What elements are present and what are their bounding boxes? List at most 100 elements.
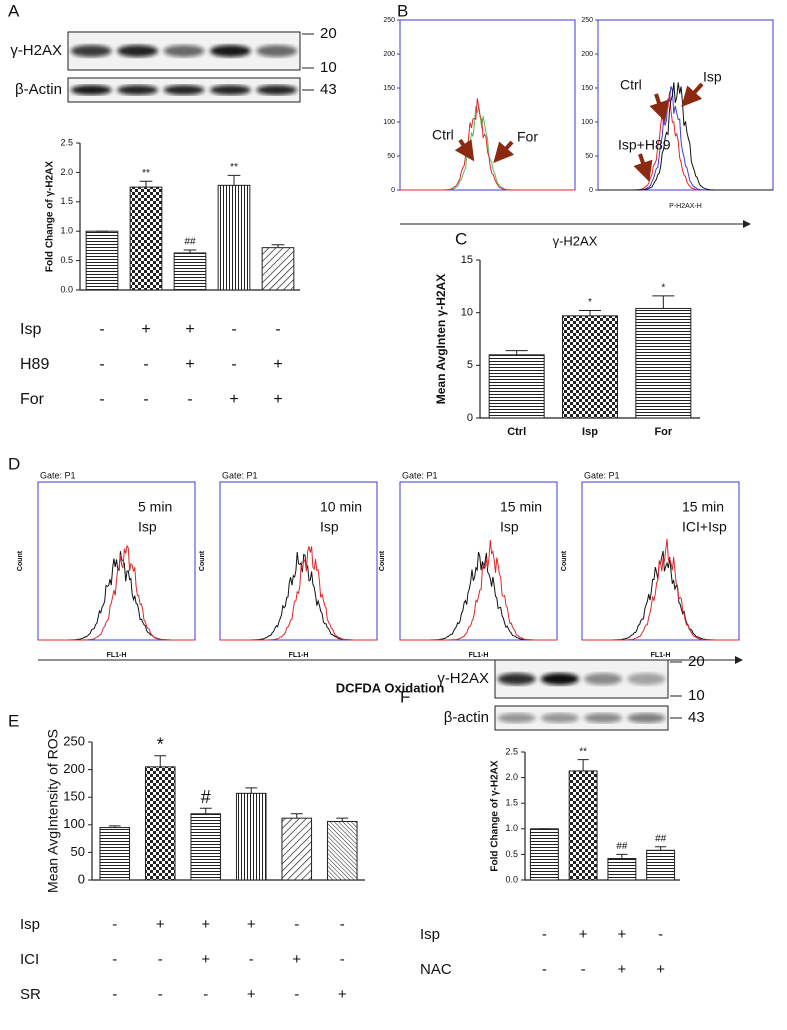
condition-sign: + (292, 951, 301, 968)
y-tick-label: 0.5 (60, 255, 73, 265)
significance: * (661, 282, 665, 293)
significance: ## (616, 841, 628, 852)
y-tick-label: 200 (581, 51, 593, 58)
histogram-curve (582, 538, 739, 641)
error-bar (199, 807, 212, 814)
error-bar (245, 787, 258, 794)
blot-band (209, 85, 251, 95)
y-tick-label: 150 (63, 789, 85, 804)
error-bar (505, 350, 528, 355)
blot-band (70, 45, 112, 57)
gate-label: Gate: P1 (222, 470, 258, 480)
y-axis-label: Count (379, 550, 386, 571)
histogram-curve (38, 551, 195, 641)
plot-frame (399, 19, 576, 191)
condition-label: Isp (420, 926, 440, 943)
condition-sign: - (99, 391, 104, 408)
annotation: Isp (500, 519, 519, 535)
histogram-curve (400, 539, 557, 641)
condition-sign: + (201, 916, 210, 933)
condition-sign: + (617, 926, 626, 943)
bar (529, 828, 559, 881)
y-tick-label: 1.5 (60, 196, 73, 206)
x-tick-label: Isp (582, 426, 598, 438)
condition-sign: - (294, 986, 299, 1003)
annotation-arrow (649, 93, 669, 122)
y-tick-label: 0.0 (505, 874, 518, 884)
blot-band (117, 45, 159, 57)
bar (281, 817, 313, 881)
histogram-curve (598, 82, 773, 191)
annotation: For (517, 129, 538, 145)
y-tick-label: 150 (383, 85, 395, 92)
y-tick-label: 2.5 (505, 746, 518, 756)
y-tick-label: 2.0 (60, 167, 73, 177)
error-bar (616, 853, 628, 859)
condition-sign: + (247, 916, 256, 933)
bar (129, 186, 163, 291)
annotation: 15 min (682, 499, 724, 515)
condition-label: Isp (20, 916, 40, 933)
bar (488, 354, 545, 419)
y-axis-label: Mean AvgInten γ-H2AX (434, 274, 448, 404)
y-tick-label: 250 (383, 17, 395, 24)
blot-row-label: β-actin (444, 709, 489, 726)
x-axis-label: FL1-H (107, 652, 127, 659)
annotation: Isp (703, 69, 722, 85)
blot-band (256, 45, 298, 57)
blot-band (584, 713, 623, 723)
y-tick-label: 250 (581, 17, 593, 24)
y-axis-label: Fold Change of γ-H2AX (45, 161, 56, 272)
blot-band (584, 673, 623, 685)
blot-row-label: β-Actin (15, 81, 62, 98)
blot-band (540, 713, 579, 723)
y-tick-label: 0.0 (60, 284, 73, 294)
condition-sign: + (273, 356, 282, 373)
condition-label: For (20, 391, 45, 408)
condition-label: ICI (20, 951, 39, 968)
blot-band (540, 673, 579, 685)
condition-sign: - (203, 986, 208, 1003)
error-bar (271, 244, 285, 248)
y-axis-label: Count (17, 550, 24, 571)
condition-sign: - (581, 961, 586, 978)
annotation: 15 min (500, 499, 542, 515)
plot-frame (597, 19, 774, 191)
condition-sign: - (158, 986, 163, 1003)
condition-sign: - (187, 391, 192, 408)
x-tick-label: Ctrl (507, 426, 526, 438)
y-axis-label: Count (561, 550, 568, 571)
error-bar (139, 180, 153, 188)
condition-sign: + (617, 961, 626, 978)
y-tick-label: 200 (63, 761, 85, 776)
significance: * (157, 735, 164, 755)
panel-label: A (8, 1, 20, 20)
y-axis-label: Mean AvgIntensity of ROS (45, 729, 61, 893)
blot-band (497, 713, 536, 723)
error-bar (655, 846, 667, 851)
condition-sign: - (231, 321, 236, 338)
condition-sign: + (273, 391, 282, 408)
condition-sign: - (112, 986, 117, 1003)
y-tick-label: 5 (467, 359, 473, 371)
blot-row-label: γ-H2AX (437, 670, 489, 687)
panel-label: B (397, 1, 408, 20)
y-tick-label: 1.0 (60, 226, 73, 236)
marker-label: 20 (688, 653, 705, 670)
blot-band (117, 85, 159, 95)
error-bar (183, 249, 197, 253)
blot-band (256, 85, 298, 95)
error-bar (577, 759, 589, 771)
bar (326, 820, 358, 881)
y-tick-label: 0 (78, 871, 85, 886)
x-axis-label: P-H2AX-H (669, 203, 702, 210)
y-tick-label: 2.5 (60, 137, 73, 147)
marker-label: 10 (320, 59, 337, 76)
condition-sign: + (656, 961, 665, 978)
marker-label: 43 (688, 709, 705, 726)
error-bar (336, 817, 349, 822)
marker-label: 10 (688, 687, 705, 704)
x-axis-label: FL1-H (289, 652, 309, 659)
condition-sign: + (185, 356, 194, 373)
histogram-curve (220, 551, 377, 641)
